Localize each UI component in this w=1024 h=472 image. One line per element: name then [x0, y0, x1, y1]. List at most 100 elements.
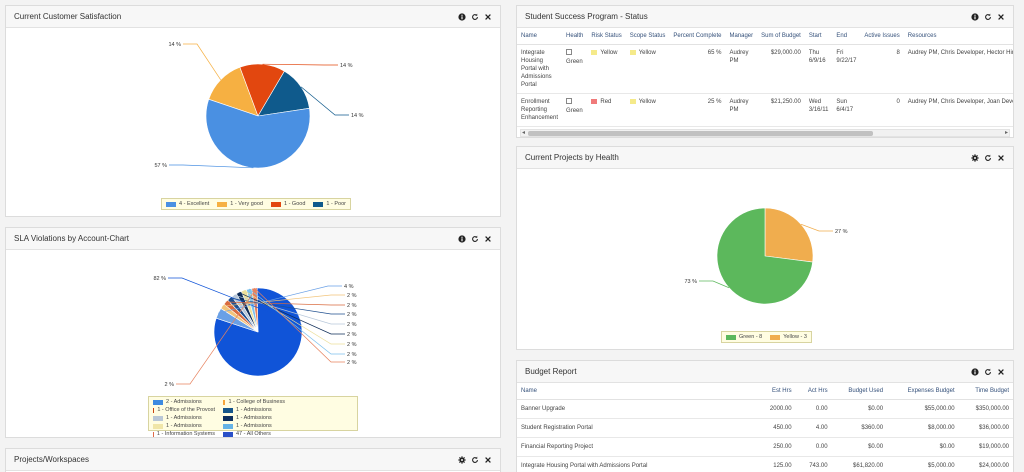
scrollbar-thumb[interactable] — [528, 131, 873, 136]
pie-slice[interactable] — [205, 98, 311, 169]
column-header[interactable]: Expenses Budget — [887, 383, 959, 400]
refresh-icon[interactable] — [984, 368, 992, 376]
budget-cell: $5,000.00 — [887, 456, 959, 472]
legend-item[interactable]: 1 - Admissions — [223, 415, 285, 421]
legend-item[interactable]: 4 - Excellent — [166, 201, 209, 207]
health-checkbox[interactable] — [566, 98, 573, 104]
scroll-right-arrow-icon[interactable]: ▸ — [1004, 130, 1008, 136]
close-icon[interactable] — [484, 456, 492, 464]
info-icon[interactable] — [458, 234, 466, 243]
column-header[interactable]: Health — [562, 28, 588, 45]
refresh-icon[interactable] — [984, 13, 992, 21]
legend-label: 1 - Admissions — [236, 415, 272, 421]
student-success-body: Name Health Risk Status Scope Status Per… — [517, 28, 1013, 137]
pie-slice[interactable] — [716, 207, 813, 305]
satisfaction-body: 14 % 14 % 14 % 57 % 4 - Excellent 1 - Very g… — [6, 28, 500, 216]
risk-text: Red — [600, 99, 612, 105]
column-header[interactable]: Start — [804, 28, 833, 45]
slice-leader-line — [168, 277, 302, 326]
column-header[interactable]: Time Budget — [958, 383, 1013, 400]
refresh-icon[interactable] — [984, 154, 992, 162]
budget-table: Name Est Hrs Act Hrs Budget Used Expense… — [517, 383, 1013, 472]
legend-swatch — [153, 407, 155, 413]
health-checkbox[interactable] — [566, 49, 573, 55]
legend-item[interactable]: 1 - Good — [270, 201, 305, 207]
legend-item[interactable]: Yellow - 3 — [770, 334, 807, 340]
budget-cell: $21,250.00 — [757, 93, 805, 127]
legend-label: 47 - All Others — [236, 431, 271, 437]
column-header[interactable]: Name — [517, 28, 563, 45]
column-header[interactable]: Est Hrs — [757, 383, 796, 400]
slice-label: 14 % — [351, 113, 364, 119]
project-name-link[interactable]: Integrate Housing Portal with Admissions… — [517, 456, 757, 472]
horizontal-scrollbar[interactable]: ◂ ▸ — [520, 129, 1010, 137]
close-icon[interactable] — [484, 13, 492, 21]
projects-health-header: Current Projects by Health — [517, 147, 1013, 169]
legend-item[interactable]: Green - 8 — [726, 334, 762, 340]
column-header[interactable]: Manager — [725, 28, 758, 45]
column-header[interactable]: Name — [517, 383, 757, 400]
info-icon[interactable] — [971, 12, 979, 21]
legend-swatch — [726, 334, 736, 340]
legend-swatch — [223, 399, 226, 405]
close-icon[interactable] — [997, 368, 1005, 376]
slice-leader-line — [699, 280, 730, 289]
legend-item[interactable]: 1 - Office of the Provost — [153, 407, 215, 413]
legend-item[interactable]: 1 - Admissions — [153, 415, 215, 421]
budget-report-body: Name Est Hrs Act Hrs Budget Used Expense… — [517, 383, 1013, 472]
close-icon[interactable] — [997, 13, 1005, 21]
legend-item[interactable]: 1 - Admissions — [223, 407, 285, 413]
slice-leader-line — [218, 285, 342, 314]
student-success-title: Student Success Program - Status — [525, 12, 648, 21]
gear-icon[interactable] — [971, 153, 979, 162]
percent-cell: 25 % — [669, 93, 726, 127]
legend-item[interactable]: 47 - All Others — [223, 431, 285, 437]
column-header[interactable]: Resources — [903, 28, 1013, 45]
project-name-link[interactable]: Integrate Housing Portal with Admissions… — [517, 44, 563, 94]
legend-swatch — [770, 334, 781, 340]
column-header[interactable]: End — [832, 28, 861, 45]
column-header[interactable]: Act Hrs — [795, 383, 832, 400]
scope-flag-icon — [629, 49, 636, 55]
gear-icon[interactable] — [458, 455, 466, 464]
legend-swatch — [270, 201, 281, 207]
refresh-icon[interactable] — [471, 235, 479, 243]
info-icon[interactable] — [971, 367, 979, 376]
project-name-link[interactable]: Banner Upgrade — [517, 399, 757, 419]
column-header[interactable]: Risk Status — [587, 28, 626, 45]
column-header[interactable]: Active Issues — [860, 28, 904, 45]
refresh-icon[interactable] — [471, 456, 479, 464]
close-icon[interactable] — [997, 154, 1005, 162]
legend-swatch — [223, 415, 233, 421]
risk-text: Yellow — [600, 50, 618, 56]
end-cell: Sun 6/4/17 — [832, 93, 861, 127]
column-header[interactable]: Scope Status — [625, 28, 670, 45]
column-header[interactable]: Budget Used — [831, 383, 888, 400]
legend-item[interactable]: 1 - Poor — [313, 201, 346, 207]
health-cell: Green — [562, 44, 588, 94]
slice-label: 2 % — [347, 352, 357, 358]
legend-item[interactable]: 1 - Information Systems — [153, 431, 215, 437]
legend-swatch — [223, 431, 233, 437]
project-name-link[interactable]: Financial Reporting Project — [517, 437, 757, 457]
table-row: Financial Reporting Project 250.00 0.00 $0.… — [517, 437, 1013, 457]
legend-item[interactable]: 2 - Admissions — [153, 399, 215, 405]
column-header[interactable]: Sum of Budget — [757, 28, 805, 45]
scroll-left-arrow-icon[interactable]: ◂ — [522, 130, 526, 136]
legend-item[interactable]: 1 - Admissions — [223, 423, 285, 429]
scope-text: Yellow — [638, 50, 656, 56]
refresh-icon[interactable] — [471, 13, 479, 21]
project-name-link[interactable]: Student Registration Portal — [517, 418, 757, 438]
table-row: Integrate Housing Portal with Admissions… — [517, 456, 1013, 472]
project-name-link[interactable]: Enrollment Reporting Enhancement — [517, 93, 563, 127]
legend-item[interactable]: 1 - College of Business — [223, 399, 285, 405]
close-icon[interactable] — [484, 235, 492, 243]
legend-item[interactable]: 1 - Admissions — [153, 423, 215, 429]
legend-item[interactable]: 1 - Very good — [217, 201, 263, 207]
column-header[interactable]: Percent Complete — [669, 28, 726, 45]
budget-cell: 0.00 — [795, 399, 832, 419]
slice-leader-line — [300, 86, 349, 116]
pie-slice[interactable] — [764, 207, 814, 263]
info-icon[interactable] — [458, 12, 466, 21]
slice-label: 82 % — [153, 276, 166, 282]
